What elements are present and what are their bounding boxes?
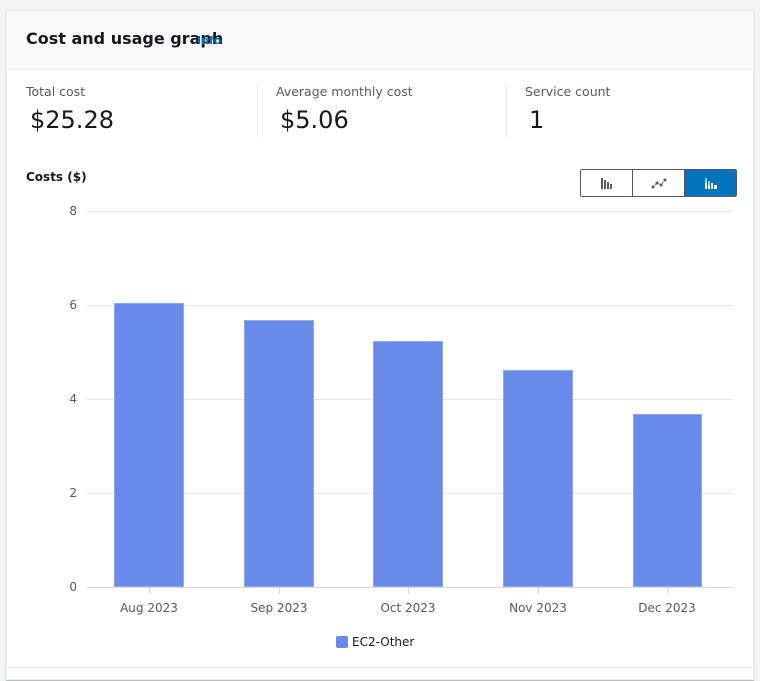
bar-oct-2023[interactable] (373, 341, 443, 587)
x-label: Dec 2023 (638, 601, 696, 615)
panel-title: Cost and usage graph (26, 29, 224, 48)
legend-swatch (336, 636, 348, 648)
gridline (87, 211, 732, 212)
x-label: Oct 2023 (380, 601, 436, 615)
stat-label: Total cost (26, 84, 86, 99)
stat-label: Service count (525, 84, 611, 99)
chart-type-toggle (580, 169, 737, 197)
line-chart-button[interactable] (632, 170, 684, 196)
y-tick: 0 (69, 580, 77, 594)
y-tick: 6 (69, 298, 77, 312)
stat-value: $25.28 (30, 106, 114, 134)
stat-average-monthly-cost: Average monthly cost $5.06 (276, 84, 413, 134)
y-tick: 8 (69, 204, 77, 218)
info-link[interactable]: Info (197, 34, 222, 47)
x-tick (667, 588, 668, 594)
y-tick: 4 (69, 392, 77, 406)
stacked-bar-chart-icon (704, 178, 717, 189)
x-tick (279, 588, 280, 594)
x-label: Nov 2023 (509, 601, 567, 615)
stat-value: 1 (529, 106, 545, 134)
divider (506, 84, 507, 138)
x-label: Sep 2023 (250, 601, 308, 615)
summary-stats: Total cost $25.28 Average monthly cost $… (7, 70, 753, 160)
x-tick (149, 588, 150, 594)
stat-value: $5.06 (280, 106, 349, 134)
x-tick (408, 588, 409, 594)
bar-sep-2023[interactable] (244, 320, 314, 587)
y-tick: 2 (69, 486, 77, 500)
x-axis-line (87, 587, 732, 588)
bar-chart-icon (600, 178, 612, 189)
bar-chart-button[interactable] (581, 170, 632, 196)
stat-service-count: Service count 1 (525, 84, 610, 134)
divider (7, 667, 755, 668)
gridline (87, 305, 732, 306)
x-label: Aug 2023 (120, 601, 178, 615)
panel-header: Cost and usage graph Info (7, 11, 753, 70)
cost-usage-panel: Cost and usage graph Info Total cost $25… (6, 10, 755, 681)
cost-bar-chart: 8 6 4 2 0 Aug 2023 Sep 2023 Oct 2023 Nov… (7, 11, 755, 681)
bar-dec-2023[interactable] (633, 414, 702, 587)
x-tick (538, 588, 539, 594)
bar-nov-2023[interactable] (503, 370, 573, 587)
line-chart-icon (651, 178, 666, 189)
y-axis-title: Costs ($) (26, 170, 87, 184)
stat-label: Average monthly cost (276, 84, 413, 99)
chart-legend[interactable]: EC2-Other (336, 635, 414, 649)
legend-label: EC2-Other (352, 635, 415, 649)
stacked-bar-chart-button[interactable] (684, 170, 736, 196)
stat-total-cost: Total cost $25.28 (26, 84, 114, 134)
bar-aug-2023[interactable] (114, 303, 184, 587)
divider (257, 84, 258, 138)
